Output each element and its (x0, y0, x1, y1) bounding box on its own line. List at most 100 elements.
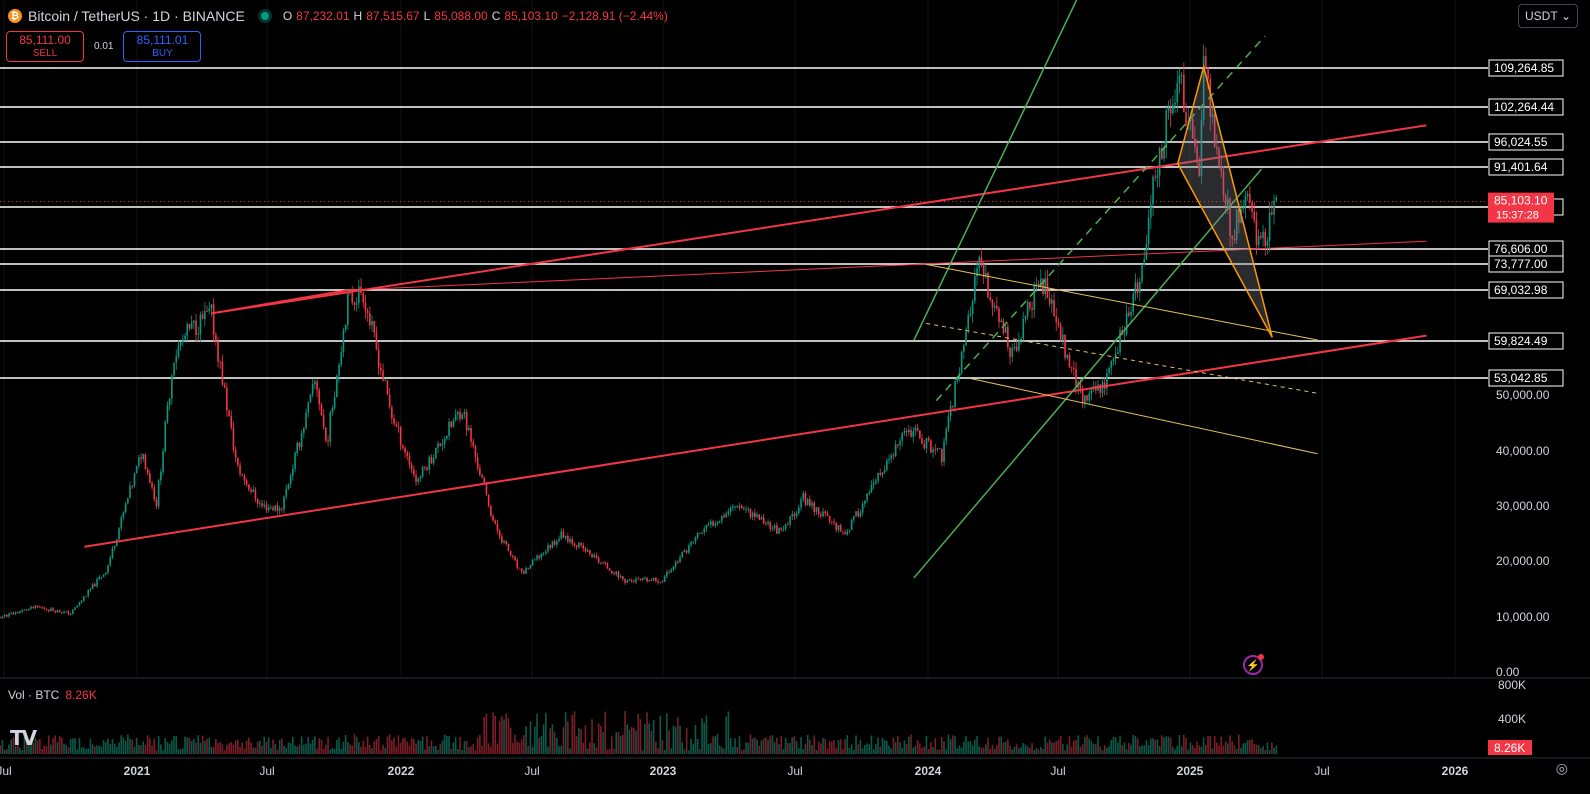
volume-bar (265, 741, 268, 754)
volume-bar (571, 715, 574, 754)
candle (36, 605, 39, 607)
candle (1156, 175, 1159, 178)
candle (459, 412, 461, 420)
volume-legend[interactable]: Vol · BTC 8.26K (8, 688, 97, 702)
volume-bar (54, 735, 57, 754)
volume-bar (217, 742, 219, 754)
volume-bar (727, 711, 730, 754)
volume-bar (446, 735, 448, 754)
candle (793, 514, 796, 516)
candle (670, 569, 673, 573)
candle (787, 524, 789, 526)
volume-bar (1224, 741, 1227, 754)
candle (765, 523, 767, 525)
candle (1257, 236, 1260, 246)
sell-button[interactable]: 85,111.00 SELL (6, 31, 84, 62)
buy-button[interactable]: 85,111.01 BUY (123, 31, 202, 62)
currency-select[interactable]: USDT ⌄ (1518, 4, 1578, 28)
volume-bar (1205, 745, 1207, 754)
candle (930, 440, 932, 453)
volume-bar (1165, 736, 1168, 754)
candle (817, 507, 820, 515)
flash-icon[interactable]: ⚡ (1243, 654, 1264, 675)
volume-bar (611, 736, 613, 754)
candle (714, 523, 717, 526)
volume-bar (1121, 745, 1124, 754)
volume-bar (476, 737, 479, 754)
volume-bar (364, 746, 367, 754)
candle (641, 578, 644, 580)
time-tick: 2021 (124, 764, 151, 778)
volume-bar (562, 727, 565, 754)
candle (688, 545, 690, 553)
price-tick: 20,000.00 (1496, 554, 1550, 568)
volume-bar (289, 743, 292, 754)
candle (991, 299, 994, 308)
candle (1000, 320, 1003, 323)
volume-bar (498, 721, 501, 754)
volume-bar (215, 738, 217, 754)
volume-bar (168, 743, 171, 754)
candle (644, 577, 646, 579)
candle (723, 515, 725, 518)
candle (571, 539, 574, 544)
volume-bar (155, 750, 158, 754)
candle (756, 514, 758, 517)
candle (443, 438, 446, 445)
candle (1004, 326, 1007, 333)
candle (705, 524, 708, 529)
settings-icon[interactable]: ◎ (1555, 760, 1568, 776)
candle (798, 507, 800, 514)
volume-bar (105, 742, 107, 754)
volume-bar (1235, 748, 1238, 754)
candle (1013, 346, 1016, 349)
candle (747, 508, 750, 510)
candle (3, 614, 6, 617)
volume-bar (1046, 742, 1049, 754)
candle (28, 608, 30, 611)
level-label: 91,401.64 (1494, 160, 1548, 174)
candle (1150, 204, 1152, 218)
candle (795, 513, 798, 516)
volume-bar (1073, 740, 1075, 754)
bitcoin-icon: ₿ (8, 9, 22, 23)
symbol-title[interactable]: Bitcoin / TetherUS · 1D · BINANCE (28, 8, 245, 24)
candle (274, 505, 277, 511)
volume-bar (228, 743, 230, 754)
candle (1114, 353, 1117, 359)
volume-bar (859, 740, 862, 754)
time-tick: Jul (1050, 764, 1065, 778)
candle (1271, 212, 1273, 215)
candle (256, 498, 259, 504)
candle (575, 545, 578, 548)
volume-bar (267, 737, 270, 754)
volume-bar (6, 749, 8, 754)
volume-bar (714, 736, 717, 754)
volume-bar (261, 745, 263, 754)
candle (177, 345, 180, 357)
candle (899, 440, 901, 446)
candle (1209, 78, 1212, 117)
candle (228, 410, 230, 417)
tradingview-logo[interactable]: TV (10, 726, 37, 750)
candle (751, 512, 754, 517)
volume-bar (175, 735, 178, 754)
volume-bar (142, 741, 145, 754)
volume-bar (490, 747, 492, 754)
candle (655, 577, 657, 582)
volume-bar (472, 744, 475, 754)
candle (1202, 56, 1205, 120)
volume-value: 8.26K (65, 688, 97, 702)
candle (380, 367, 382, 371)
volume-bar (949, 739, 952, 754)
candle (685, 550, 688, 553)
volume-bar (749, 734, 752, 754)
candle (232, 427, 235, 450)
candle (32, 606, 35, 608)
volume-bar (943, 741, 945, 754)
time-tick: 2025 (1177, 764, 1204, 778)
candle (111, 547, 114, 558)
candle (875, 480, 877, 484)
volume-bar (556, 737, 558, 754)
